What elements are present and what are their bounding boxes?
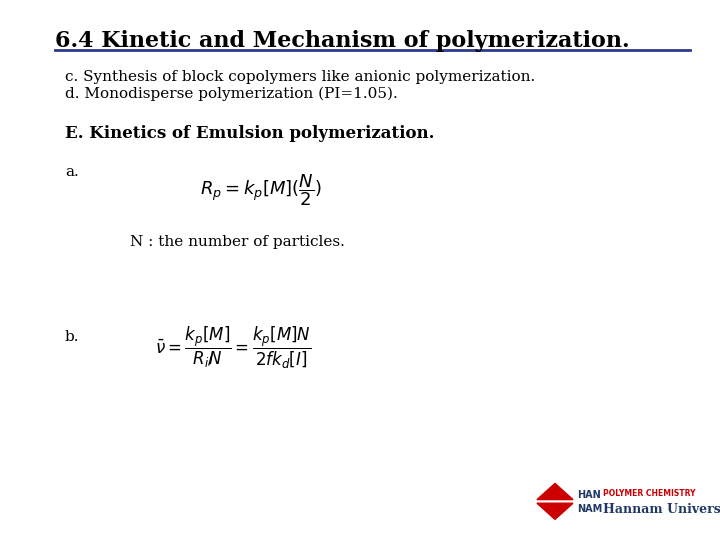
Text: a.: a. (65, 165, 78, 179)
Text: Hannam University: Hannam University (603, 503, 720, 516)
Text: 6.4 Kinetic and Mechanism of polymerization.: 6.4 Kinetic and Mechanism of polymerizat… (55, 30, 629, 52)
Text: HAN: HAN (577, 490, 600, 500)
Text: c. Synthesis of block copolymers like anionic polymerization.: c. Synthesis of block copolymers like an… (65, 70, 535, 84)
Text: $R_p = k_p[M](\dfrac{N}{2})$: $R_p = k_p[M](\dfrac{N}{2})$ (200, 172, 322, 208)
Text: d. Monodisperse polymerization (PI=1.05).: d. Monodisperse polymerization (PI=1.05)… (65, 87, 397, 102)
Text: b.: b. (65, 330, 79, 344)
Polygon shape (537, 483, 573, 500)
Text: E. Kinetics of Emulsion polymerization.: E. Kinetics of Emulsion polymerization. (65, 125, 434, 142)
Text: $\bar{\nu} = \dfrac{k_p[M]}{R_i/\!\!N} = \dfrac{k_p[M]N}{2fk_d[I]}$: $\bar{\nu} = \dfrac{k_p[M]}{R_i/\!\!N} =… (155, 325, 311, 371)
Polygon shape (537, 503, 573, 519)
Text: NAM: NAM (577, 504, 602, 514)
Text: POLYMER CHEMISTRY: POLYMER CHEMISTRY (603, 489, 696, 497)
Text: N : the number of particles.: N : the number of particles. (130, 235, 345, 249)
